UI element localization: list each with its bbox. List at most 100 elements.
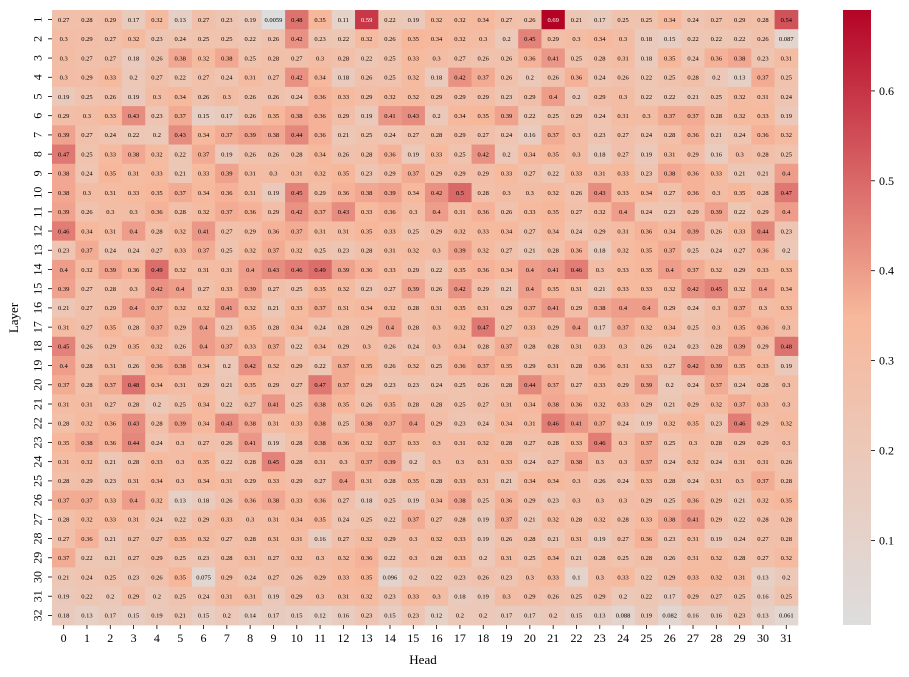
heatmap-cell [145,567,169,587]
heatmap-cell [471,490,496,511]
cell-value-label: 0.2 [479,613,487,620]
heatmap-cell [168,490,193,511]
heatmap-cell [121,221,146,242]
cell-value-label: 0.37 [81,248,93,255]
cell-value-label: 0.21 [664,401,675,408]
cell-value-label: 0.42 [478,151,489,158]
cell-value-label: 0.31 [244,190,255,197]
x-axis-label: Head [409,652,437,667]
cell-value-label: 0.41 [244,440,255,447]
heatmap-cell [564,317,589,338]
heatmap-cell [238,586,263,607]
cell-value-label: 0.32 [151,497,162,504]
heatmap-cell [261,605,286,626]
heatmap-cell [52,10,76,30]
heatmap-cell [751,605,776,626]
cell-value-label: 0.28 [734,555,745,562]
cell-value-label: 0.26 [594,478,606,485]
cell-value-label: 0.21 [58,574,69,581]
heatmap-cell [634,567,659,587]
heatmap-cell [121,548,146,568]
heatmap-cell [634,221,659,242]
cell-value-label: 0.38 [664,517,675,524]
heatmap-cell [727,528,752,549]
cell-value-label: 0.32 [594,209,605,216]
cell-value-label: 0.3 [83,190,91,197]
heatmap-cell [308,29,333,49]
cell-value-label: 0.2 [153,401,161,408]
cell-value-label: 0.27 [524,440,536,447]
heatmap-cell [168,125,193,145]
cell-value-label: 0.32 [338,286,349,293]
cell-value-label: 0.33 [641,517,652,524]
heatmap-cell [681,48,706,69]
heatmap-cell [331,567,356,587]
heatmap-cell [727,240,752,261]
heatmap-cell [751,336,776,357]
heatmap-cell [75,586,100,607]
cell-value-label: 0.36 [594,363,606,370]
heatmap-cell [448,86,472,107]
cell-value-label: 0.48 [781,344,792,351]
heatmap-cell [751,471,776,491]
heatmap-cell [52,432,76,453]
heatmap-cell [751,259,776,280]
heatmap-cell [331,548,356,568]
cell-value-label: 0.37 [58,497,70,504]
cell-value-label: 0.39 [338,267,349,274]
heatmap-cell [355,144,379,165]
heatmap-cell [52,144,76,165]
cell-value-label: 0.22 [244,36,255,43]
heatmap-cell [238,144,263,165]
heatmap-cell [215,67,239,88]
heatmap-cell [355,548,379,568]
cell-value-label: 0.19 [408,17,419,24]
heatmap-cell [494,144,519,165]
heatmap-cell [355,221,379,242]
heatmap-cell [308,528,333,549]
heatmap-cell [285,182,309,203]
heatmap-cell [355,29,379,49]
heatmap-cell [215,509,239,530]
cell-value-label: 0.24 [175,36,187,43]
x-tick-label: 3 [131,631,137,645]
heatmap-cell [727,509,752,530]
cell-value-label: 0.22 [641,94,652,101]
heatmap-cell [355,528,379,549]
cell-value-label: 0.37 [58,382,70,389]
heatmap-cell [191,336,216,357]
heatmap-cell [774,452,799,472]
heatmap-cell [331,509,356,530]
heatmap-cell [285,567,309,587]
cell-value-label: 0.39 [175,421,186,428]
cell-value-label: 0.24 [664,344,676,351]
heatmap-cell [378,567,403,587]
heatmap-cell [355,509,379,530]
cell-value-label: 0.39 [58,132,69,139]
heatmap-cell [52,586,76,607]
cell-value-label: 0.36 [571,248,583,255]
cell-value-label: 0.19 [711,536,722,543]
heatmap-cell [471,336,496,357]
cell-value-label: 0.26 [501,536,513,543]
cell-value-label: 0.34 [454,113,466,120]
heatmap-cell [401,452,426,472]
heatmap-cell [564,509,589,530]
cell-value-label: 0.34 [361,305,373,312]
cell-value-label: 0.082 [662,613,677,620]
cell-value-label: 0.27 [384,286,396,293]
heatmap-cell [634,490,659,511]
heatmap-cell [727,48,752,69]
heatmap-cell [168,144,193,165]
cell-value-label: 0.3 [782,401,790,408]
cell-value-label: 0.38 [314,440,325,447]
cell-value-label: 0.33 [524,209,535,216]
cell-value-label: 0.28 [128,324,139,331]
cell-value-label: 0.27 [105,401,117,408]
heatmap-cell [611,586,636,607]
cell-value-label: 0.4 [130,497,139,504]
heatmap-cell [751,67,776,88]
cell-value-label: 0.29 [757,421,768,428]
heatmap-cell [727,490,752,511]
heatmap-cell [145,586,169,607]
